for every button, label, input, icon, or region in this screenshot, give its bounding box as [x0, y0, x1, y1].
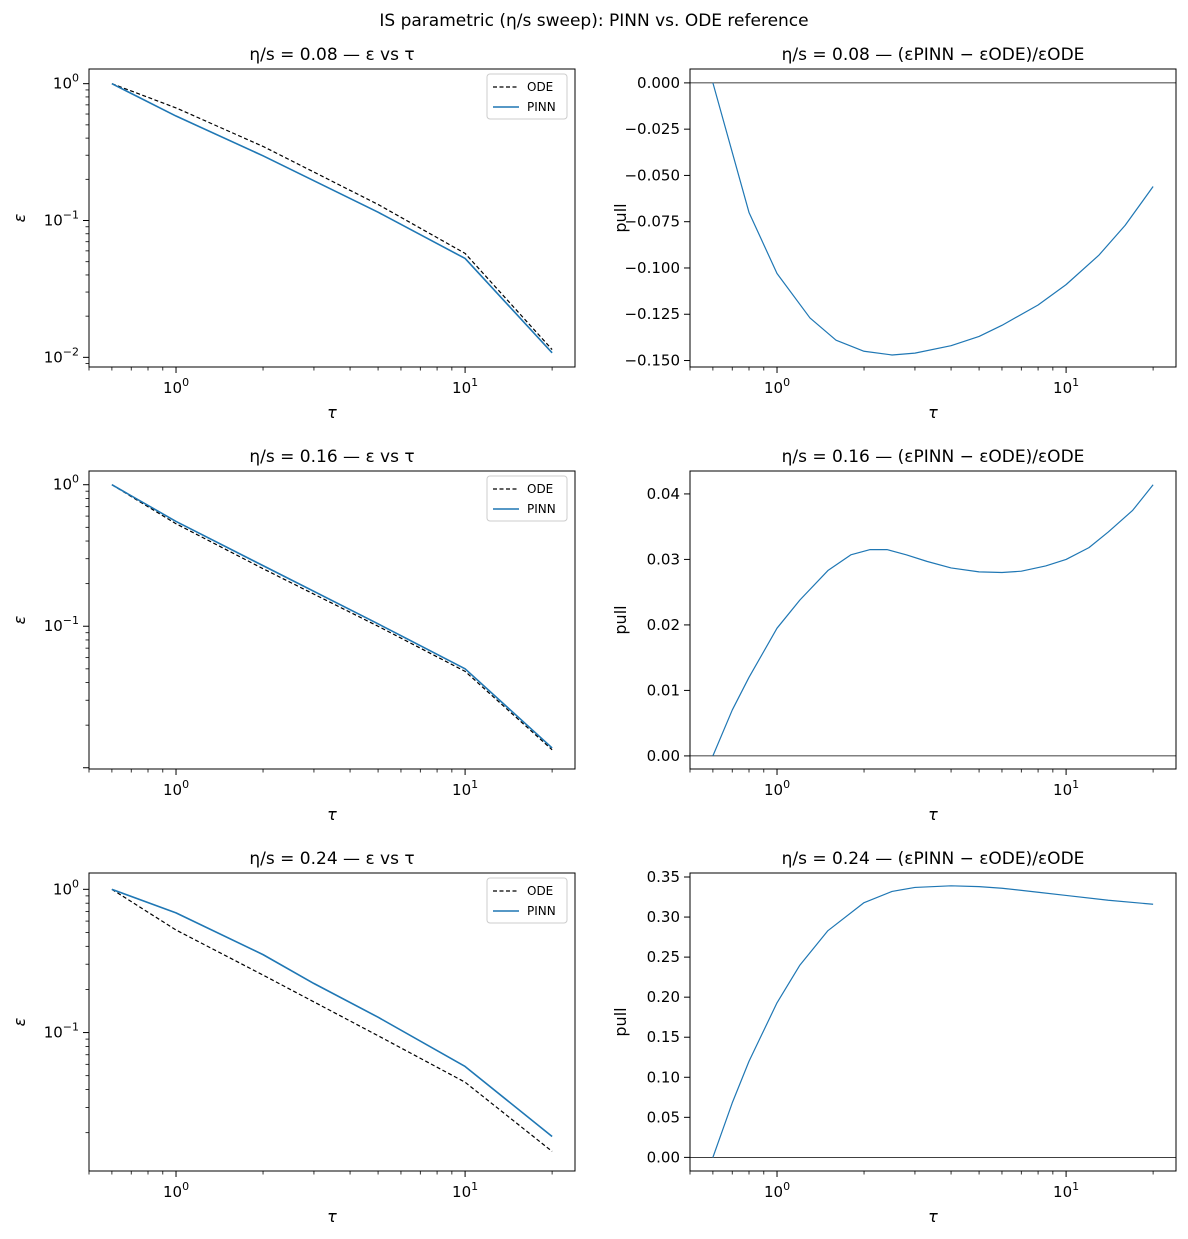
y-tick-label: 0.01	[647, 681, 680, 699]
y-tick-label: 0.30	[647, 908, 680, 926]
legend-ode-label: ODE	[527, 884, 553, 898]
y-tick-label: 100	[53, 72, 79, 93]
x-tick-label: 101	[1053, 376, 1079, 397]
axes-frame	[88, 872, 576, 1172]
panel-1-1: 100 101 0.00 0.01 0.02 0.03 0.04 τ pull η/s = 0.1…	[611, 447, 1177, 824]
y-tick-label: −0.025	[624, 120, 680, 138]
y-axis-label: pull	[611, 1007, 630, 1036]
legend: ODE PINN	[486, 877, 568, 924]
panel-0-1: 100 101 0.000 −0.025 −0.050 −0.075 −0.100 −0.12…	[611, 45, 1177, 422]
y-tick-label: −0.125	[624, 305, 680, 323]
panel-0-0: 100 101 100 10−1 10−2 τ ε η/s = 0.08 — ε vs τ OD…	[10, 45, 576, 422]
pull-series-line	[712, 484, 1154, 757]
x-axis-label: τ	[327, 805, 337, 824]
y-tick-label: 0.05	[647, 1108, 680, 1126]
axes-frame	[689, 470, 1177, 770]
pinn-series-line	[111, 888, 553, 1138]
x-axis-label: τ	[327, 1207, 337, 1226]
y-tick-label: 0.02	[647, 616, 680, 634]
y-tick-label: 0.00	[647, 1148, 680, 1166]
panel-title: η/s = 0.08 — (εPINN − εODE)/εODE	[782, 45, 1085, 65]
y-axis-label: ε	[10, 213, 29, 222]
y-tick-label: −0.100	[624, 259, 680, 277]
legend-pinn-label: PINN	[527, 904, 556, 918]
legend: ODE PINN	[486, 73, 568, 120]
y-axis-label: pull	[611, 203, 630, 232]
axes-frame	[689, 68, 1177, 368]
axes-frame	[88, 68, 576, 368]
pinn-series-line	[111, 484, 553, 749]
legend: ODE PINN	[486, 475, 568, 522]
x-tick-label: 101	[452, 376, 478, 397]
y-tick-label: −0.050	[624, 166, 680, 184]
x-tick-label: 100	[163, 778, 189, 799]
ode-series-line	[111, 484, 553, 751]
y-tick-label: 10−2	[44, 345, 79, 366]
y-axis-label: pull	[611, 605, 630, 634]
panel-2-1: 100 101 0.00 0.05 0.10 0.15 0.20 0.25 0.30 0.35 τ p…	[611, 849, 1177, 1226]
x-tick-label: 100	[163, 1180, 189, 1201]
y-tick-label: 0.25	[647, 948, 680, 966]
x-axis-label: τ	[327, 403, 337, 422]
y-tick-label: 10−1	[44, 1021, 79, 1042]
y-tick-label: 10−1	[44, 614, 79, 635]
pull-series-line	[712, 885, 1154, 1158]
axes-frame	[88, 470, 576, 770]
y-tick-label: 0.03	[647, 550, 680, 568]
legend-ode-label: ODE	[527, 80, 553, 94]
y-tick-label: 0.000	[637, 74, 680, 92]
y-axis-label: ε	[10, 615, 29, 624]
x-axis-label: τ	[928, 403, 938, 422]
y-tick-label: 0.00	[647, 747, 680, 765]
pinn-series-line	[111, 82, 553, 354]
y-tick-label: 0.04	[647, 485, 680, 503]
pull-series-line	[712, 82, 1154, 356]
panel-title: η/s = 0.16 — ε vs τ	[249, 447, 414, 467]
y-tick-label: 100	[53, 877, 79, 898]
y-tick-label: 0.20	[647, 988, 680, 1006]
figure-suptitle: IS parametric (η/s sweep): PINN vs. ODE …	[379, 11, 808, 31]
y-tick-label: −0.075	[624, 213, 680, 231]
x-axis-label: τ	[928, 805, 938, 824]
y-tick-label: 10−1	[44, 209, 79, 230]
legend-pinn-label: PINN	[527, 100, 556, 114]
panel-2-0: 100 101 100 10−1 τ ε η/s = 0.24 — ε vs τ ODE PIN…	[10, 849, 576, 1226]
y-tick-label: 0.35	[647, 868, 680, 886]
panel-1-0: 100 101 100 10−1 τ ε η/s = 0.16 — ε vs τ ODE PIN…	[10, 447, 576, 824]
x-tick-label: 100	[163, 376, 189, 397]
y-axis-label: ε	[10, 1017, 29, 1026]
ode-series-line	[111, 83, 553, 350]
legend-ode-label: ODE	[527, 482, 553, 496]
x-tick-label: 100	[764, 1180, 790, 1201]
x-tick-label: 101	[452, 778, 478, 799]
x-tick-label: 101	[452, 1180, 478, 1201]
x-axis-label: τ	[928, 1207, 938, 1226]
y-tick-label: 100	[53, 473, 79, 494]
panel-title: η/s = 0.24 — (εPINN − εODE)/εODE	[782, 849, 1085, 869]
panel-title: η/s = 0.08 — ε vs τ	[249, 45, 414, 65]
y-tick-label: 0.15	[647, 1028, 680, 1046]
legend-pinn-label: PINN	[527, 502, 556, 516]
x-tick-label: 101	[1053, 1180, 1079, 1201]
x-tick-label: 100	[764, 778, 790, 799]
panel-title: η/s = 0.24 — ε vs τ	[249, 849, 414, 869]
ode-series-line	[111, 888, 553, 1152]
y-tick-label: 0.10	[647, 1068, 680, 1086]
panel-title: η/s = 0.16 — (εPINN − εODE)/εODE	[782, 447, 1085, 467]
x-tick-label: 100	[764, 376, 790, 397]
x-tick-label: 101	[1053, 778, 1079, 799]
axes-frame	[689, 872, 1177, 1172]
y-tick-label: −0.150	[624, 352, 680, 370]
